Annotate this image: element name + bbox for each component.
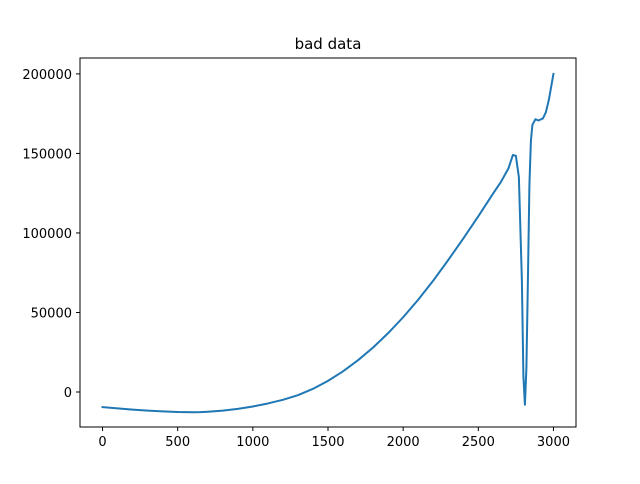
x-tick-label: 0 [98,435,106,450]
y-tick-label: 0 [64,386,72,401]
y-tick-label: 200000 [22,68,72,83]
y-axis-ticks: 0 50000 100000 150000 200000 [22,68,80,401]
x-tick-label: 2500 [462,435,495,450]
y-tick-label: 100000 [22,227,72,242]
axes-layer [79,57,577,428]
y-tick-label: 50000 [31,306,72,321]
y-tick-label: 150000 [22,147,72,162]
chart-title: bad data [295,35,362,53]
x-axis-ticks: 0 500 1000 1500 2000 2500 3000 [98,427,570,450]
x-tick-label: 1500 [311,435,344,450]
series-layer [101,72,555,414]
series-line-0 [101,72,555,414]
x-tick-label: 1000 [236,435,269,450]
x-tick-label: 500 [165,435,190,450]
x-tick-label: 3000 [537,435,570,450]
plot-frame [79,57,577,428]
x-tick-label: 2000 [387,435,420,450]
